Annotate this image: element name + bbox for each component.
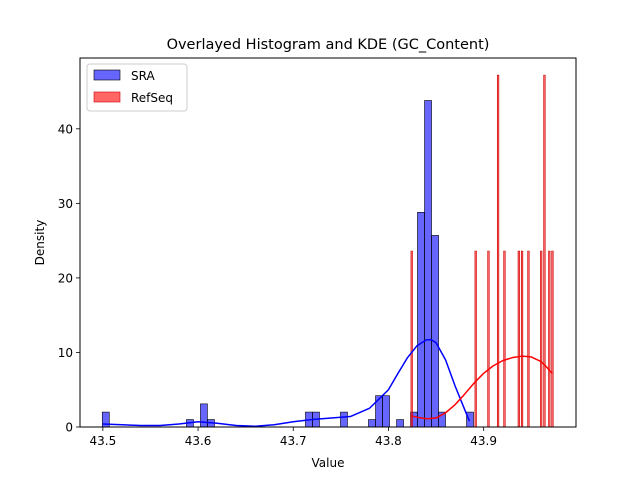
refseq-bar-9 <box>543 74 546 428</box>
refseq-kde-line <box>411 355 553 420</box>
y-tick-label: 30 <box>58 197 73 211</box>
sra-bar-6 <box>340 411 348 428</box>
x-axis-label: Value <box>312 456 345 470</box>
refseq-bar-10 <box>548 250 551 428</box>
sra-bar-10 <box>396 419 404 428</box>
refseq-bar-8 <box>540 250 543 428</box>
sra-bar-13 <box>424 100 432 428</box>
refseq-bar-11 <box>551 250 554 428</box>
x-axis-ticks: 43.5 43.6 43.7 43.8 43.9 <box>89 427 497 448</box>
refseq-bar-0 <box>410 250 413 428</box>
axes-frame <box>79 57 577 428</box>
sra-bar-7 <box>368 419 376 428</box>
y-axis-ticks: 0 10 20 30 40 <box>58 122 80 435</box>
kde-curves <box>102 339 553 427</box>
refseq-bar-3 <box>496 74 500 428</box>
legend-swatch-sra <box>93 69 121 81</box>
plot-area: 43.5 43.6 43.7 43.8 43.9 0 10 20 30 40 <box>58 57 577 448</box>
refseq-bar-6 <box>520 250 524 428</box>
sra-bar-2 <box>200 403 208 428</box>
refseq-bar-4 <box>503 250 506 428</box>
y-tick-label: 40 <box>58 122 73 136</box>
sra-bar-14 <box>431 235 439 428</box>
y-tick-label: 0 <box>65 421 73 435</box>
refseq-bar-7 <box>527 250 530 428</box>
y-tick-label: 20 <box>58 271 73 285</box>
chart-title: Overlayed Histogram and KDE (GC_Content) <box>167 37 490 53</box>
x-tick-label: 43.6 <box>185 434 212 448</box>
refseq-bar-2 <box>487 250 490 428</box>
sra-bar-16 <box>466 411 474 428</box>
legend-label-refseq: RefSeq <box>131 91 173 105</box>
sra-bar-9 <box>382 395 390 428</box>
legend-swatch-refseq <box>93 91 121 103</box>
x-tick-label: 43.8 <box>375 434 402 448</box>
y-tick-label: 10 <box>58 346 73 360</box>
sra-kde-line <box>102 339 471 427</box>
x-tick-label: 43.7 <box>280 434 307 448</box>
x-tick-label: 43.5 <box>89 434 116 448</box>
refseq-bar-1 <box>474 250 477 428</box>
legend: SRA RefSeq <box>86 63 188 112</box>
legend-label-sra: SRA <box>131 69 155 83</box>
x-tick-label: 43.9 <box>470 434 497 448</box>
sra-bar-12 <box>417 212 425 428</box>
refseq-bar-5 <box>517 250 520 428</box>
y-axis-label: Density <box>33 220 47 266</box>
